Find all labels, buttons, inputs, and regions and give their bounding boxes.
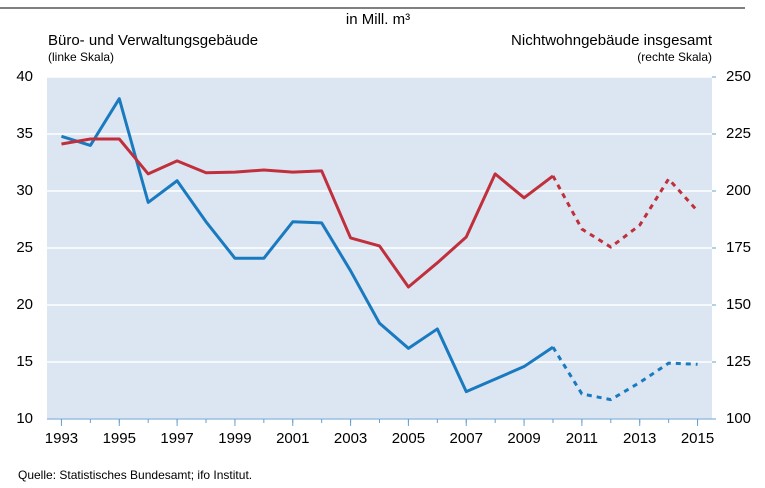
y-tick-label: 30 xyxy=(16,182,33,199)
y-tick-label: 20 xyxy=(16,296,33,313)
legend-right-note: (rechte Skala) xyxy=(637,50,712,64)
y2-tick-label: 125 xyxy=(726,353,751,370)
y2-tick-label: 225 xyxy=(726,125,751,142)
series-line xyxy=(61,97,554,394)
series-line-dashed xyxy=(551,175,699,249)
x-tick-label: 2007 xyxy=(450,430,483,447)
y-tick-label: 40 xyxy=(16,68,33,85)
x-tick-label: 2013 xyxy=(623,430,656,447)
x-tick-label: 2001 xyxy=(276,430,309,447)
legend-left-note: (linke Skala) xyxy=(48,50,114,64)
unit-label: in Mill. m³ xyxy=(346,11,410,28)
y-tick-label: 10 xyxy=(16,410,33,427)
x-tick-label: 2009 xyxy=(507,430,540,447)
x-tick-label: 1993 xyxy=(45,430,78,447)
x-tick-label: 2011 xyxy=(566,430,598,447)
y2-tick-label: 150 xyxy=(726,296,751,313)
y2-tick-label: 175 xyxy=(726,239,751,256)
y-tick-label: 35 xyxy=(16,125,33,142)
y-tick-label: 15 xyxy=(16,353,33,370)
legend-left: Büro- und Verwaltungsgebäude xyxy=(48,32,258,49)
series-line-dashed xyxy=(551,346,698,402)
legend-right: Nichtwohngebäude insgesamt xyxy=(511,32,713,49)
x-tick-label: 2003 xyxy=(334,430,367,447)
y-tick-label: 25 xyxy=(16,239,33,256)
x-tick-label: 1995 xyxy=(103,430,136,447)
series-line xyxy=(61,137,554,289)
x-tick-label: 2005 xyxy=(392,430,425,447)
x-tick-label: 2015 xyxy=(681,430,714,447)
y2-tick-label: 100 xyxy=(726,410,751,427)
y2-tick-label: 250 xyxy=(726,68,751,85)
x-tick-label: 1999 xyxy=(218,430,251,447)
source: Quelle: Statistisches Bundesamt; ifo Ins… xyxy=(18,468,252,482)
y2-tick-label: 200 xyxy=(726,182,751,199)
x-tick-label: 1997 xyxy=(160,430,193,447)
